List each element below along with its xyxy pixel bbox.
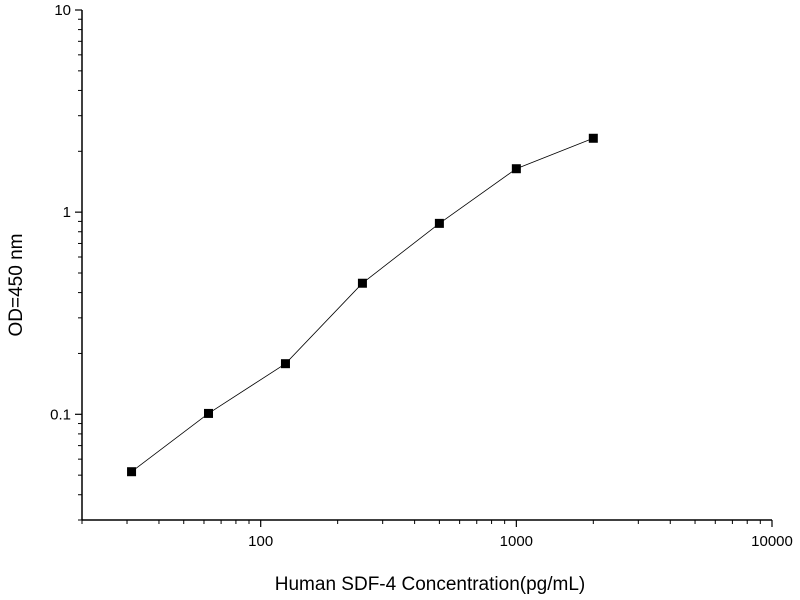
x-tick-label: 1000 (500, 533, 533, 550)
data-point-marker (511, 164, 521, 174)
data-point-marker (588, 133, 598, 143)
tick-labels: 100 1000 10000 0.1 1 10 (50, 2, 793, 550)
y-tick-label: 0.1 (50, 406, 71, 423)
x-tick-label: 10000 (751, 533, 793, 550)
x-axis-title: Human SDF-4 Concentration(pg/mL) (275, 574, 585, 595)
y-tick-label: 10 (54, 2, 71, 19)
x-tick-label: 100 (248, 533, 273, 550)
data-point-marker (434, 218, 444, 228)
series-line (131, 137, 594, 473)
ticks (75, 9, 773, 527)
data-point-marker (127, 467, 137, 477)
plot-area (81, 10, 772, 521)
data-point-marker (204, 408, 214, 418)
data-point-marker (280, 359, 290, 369)
y-axis-title: OD=450 nm (6, 234, 27, 337)
y-tick-label: 1 (63, 204, 71, 221)
series-layer (127, 133, 598, 477)
data-point-marker (357, 278, 367, 288)
